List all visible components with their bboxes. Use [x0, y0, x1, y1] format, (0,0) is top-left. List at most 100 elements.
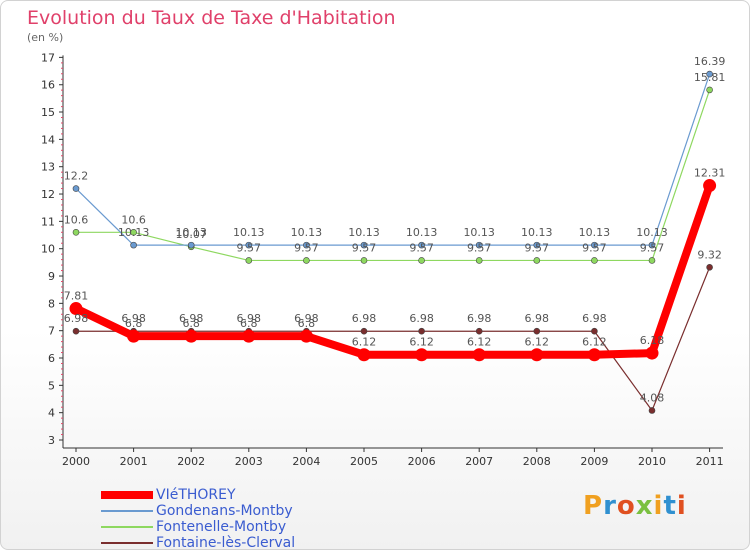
y-tick-label: 8 [48, 297, 55, 310]
data-point [533, 327, 541, 335]
data-label: 10.6 [64, 213, 89, 226]
x-tick-label: 2005 [350, 455, 378, 468]
data-label: 16.39 [694, 55, 726, 68]
data-label: 6.12 [467, 336, 492, 349]
data-point [187, 241, 195, 249]
x-tick-label: 2009 [580, 455, 608, 468]
data-label: 9.57 [467, 241, 492, 254]
chart-title: Evolution du Taux de Taxe d'Habitation [27, 7, 396, 29]
data-point [130, 228, 137, 236]
data-label: 10.13 [175, 226, 207, 239]
data-label: 6.8 [182, 317, 200, 330]
data-label: 10.13 [463, 226, 495, 239]
legend-swatch [101, 491, 153, 499]
data-point [648, 257, 656, 264]
data-label: 6.98 [409, 312, 434, 325]
legend-label: Fontenelle-Montby [156, 519, 287, 535]
data-point [72, 327, 80, 335]
data-label: 4.08 [640, 391, 665, 404]
data-label: 6.98 [467, 312, 492, 325]
y-tick-label: 7 [48, 325, 55, 338]
data-point [533, 257, 541, 264]
data-label: 10.6 [121, 213, 146, 226]
legend-label: VIéTHOREY [156, 487, 236, 503]
data-point [242, 329, 256, 343]
data-label: 10.13 [579, 226, 611, 239]
legend-swatch [101, 542, 153, 544]
data-label: 15.81 [694, 71, 726, 84]
data-label: 6.98 [582, 312, 607, 325]
data-label: 9.57 [409, 241, 434, 254]
data-point [69, 302, 83, 316]
logo-letter: o [616, 491, 636, 521]
data-label: 6.8 [125, 317, 143, 330]
y-tick-label: 4 [48, 407, 55, 420]
data-label: 9.57 [294, 241, 319, 254]
data-label: 6.12 [582, 336, 607, 349]
y-tick-label: 11 [41, 215, 55, 228]
data-point [245, 257, 253, 264]
data-label: 9.57 [582, 241, 607, 254]
data-label: 10.07 [175, 228, 207, 241]
data-point [472, 348, 486, 362]
y-tick-label: 5 [48, 379, 55, 392]
y-tick-label: 9 [48, 270, 55, 283]
proxiti-logo: Proxiti [583, 491, 687, 521]
data-point [591, 241, 598, 249]
data-point [72, 185, 80, 192]
data-label: 12.31 [694, 167, 726, 180]
legend-label: Fontaine-lès-Clerval [156, 535, 296, 550]
legend-label: Gondenans-Montby [156, 503, 293, 519]
y-tick-label: 13 [41, 161, 55, 174]
data-point [303, 257, 310, 264]
data-label: 10.13 [636, 226, 668, 239]
data-point [245, 241, 253, 249]
y-tick-label: 15 [41, 106, 55, 119]
data-point [360, 327, 368, 335]
logo-letter: i [653, 491, 664, 521]
logo-letter: t [663, 491, 677, 521]
data-point [475, 327, 483, 335]
data-label: 6.12 [409, 336, 434, 349]
data-point [587, 348, 601, 362]
data-point [475, 257, 483, 264]
data-label: 10.13 [348, 226, 380, 239]
data-label: 10.13 [291, 226, 323, 239]
data-point [184, 329, 198, 343]
data-label: 10.13 [118, 226, 150, 239]
data-point [418, 257, 425, 264]
y-tick-label: 6 [48, 352, 55, 365]
data-point [645, 346, 659, 360]
data-point [415, 348, 429, 362]
data-point [703, 179, 717, 193]
x-tick-label: 2003 [235, 455, 263, 468]
data-point [299, 329, 313, 343]
data-point [533, 241, 541, 249]
data-label: 9.57 [525, 241, 550, 254]
data-point [648, 407, 656, 414]
data-point [127, 329, 141, 343]
y-tick-label: 14 [41, 133, 55, 146]
y-tick-label: 10 [41, 243, 55, 256]
data-label: 9.57 [352, 241, 377, 254]
y-tick-label: 12 [41, 188, 55, 201]
data-label: 10.13 [406, 226, 438, 239]
data-point [706, 70, 713, 78]
y-tick-label: 16 [41, 79, 55, 92]
data-point [591, 327, 598, 335]
legend-swatch [101, 510, 153, 512]
x-tick-label: 2000 [62, 455, 90, 468]
data-point [475, 241, 483, 249]
logo-letter: x [635, 491, 654, 521]
data-label: 6.98 [525, 312, 550, 325]
data-point [130, 241, 137, 249]
data-label: 6.98 [237, 312, 262, 325]
series-line-0 [74, 184, 714, 359]
data-label: 6.98 [352, 312, 377, 325]
data-point [591, 257, 598, 264]
chart-subtitle: (en %) [27, 31, 64, 44]
data-label: 6.98 [294, 312, 319, 325]
data-point [418, 241, 425, 249]
logo-letter: i [676, 491, 687, 521]
